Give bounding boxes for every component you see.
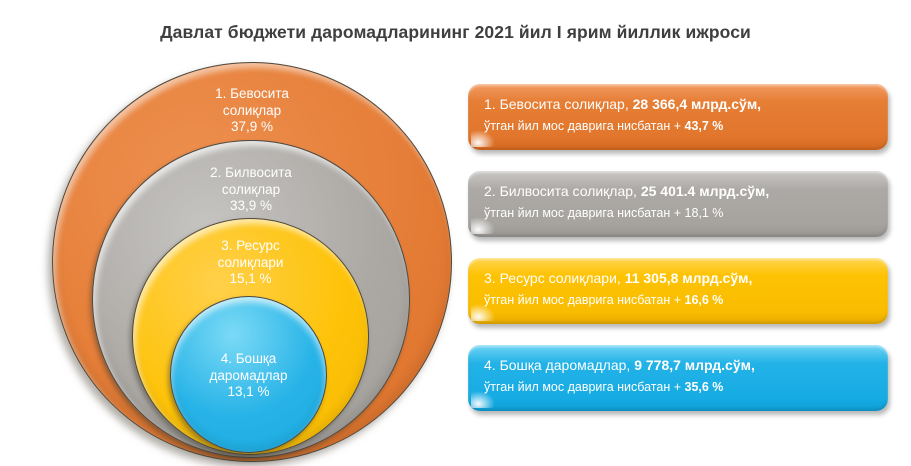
bubble-direct-taxes-label: 1. Бевосита солиқлар 37,9 %	[53, 86, 451, 136]
bubble-label-line2: даромадлар	[209, 367, 288, 383]
bubble-other-revenues-label: 4. Бошқа даромадлар 13,1 %	[171, 351, 326, 401]
legend-card-resource-taxes: 3. Ресурс солиқлари, 11 305,8 млрд.сўм, …	[468, 258, 888, 324]
bubble-label-line1: 4. Бошқа	[220, 351, 277, 366]
bubble-label-share: 37,9 %	[230, 119, 274, 134]
legend-label: 3. Ресурс солиқлари,	[484, 270, 625, 286]
legend-note-row: ўтган йил мос даврига нисбатан + 18,1 %	[484, 206, 872, 221]
legend-panel: 1. Бевосита солиқлар, 28 366,4 млрд.сўм,…	[468, 84, 888, 411]
legend-note: ўтган йил мос даврига нисбатан +	[484, 119, 685, 133]
legend-card-indirect-taxes: 2. Билвосита солиқлар, 25 401.4 млрд.сўм…	[468, 171, 888, 237]
legend-amount: 25 401.4 млрд.сўм,	[640, 183, 770, 199]
page-title: Давлат бюджети даромадларининг 2021 йил …	[160, 22, 751, 42]
bubble-label-share: 15,1 %	[229, 271, 272, 286]
bubble-label-line1: 3. Ресурс	[221, 238, 280, 253]
legend-note-row: ўтган йил мос даврига нисбатан + 16,6 %	[484, 293, 872, 308]
bubble-label-line2: солиқлар	[222, 102, 282, 118]
nested-circles-chart: 1. Бевосита солиқлар 37,9 % 2. Билвосита…	[52, 62, 452, 462]
legend-note-row: ўтган йил мос даврига нисбатан + 43,7 %	[484, 119, 872, 134]
legend-note: ўтган йил мос даврига нисбатан +	[484, 380, 685, 394]
legend-title-row: 3. Ресурс солиқлари, 11 305,8 млрд.сўм,	[484, 270, 872, 287]
bubble-label-share: 13,1 %	[227, 384, 270, 399]
bubble-resource-taxes-label: 3. Ресурс солиқлари 15,1 %	[133, 238, 368, 288]
legend-growth: 35,6 %	[684, 380, 724, 394]
bubble-indirect-taxes-label: 2. Билвосита солиқлар 33,9 %	[93, 165, 409, 215]
legend-title-row: 4. Бошқа даромадлар, 9 778,7 млрд.сўм,	[484, 357, 872, 374]
legend-card-other-revenues: 4. Бошқа даромадлар, 9 778,7 млрд.сўм, ў…	[468, 345, 888, 411]
legend-note: ўтган йил мос даврига нисбатан +	[484, 293, 685, 307]
bubble-label-line2: солиқлари	[217, 254, 284, 270]
legend-note-row: ўтган йил мос даврига нисбатан + 35,6 %	[484, 380, 872, 395]
bubble-label-line1: 1. Бевосита	[215, 86, 289, 101]
legend-amount: 9 778,7 млрд.сўм,	[634, 357, 755, 373]
legend-title-row: 2. Билвосита солиқлар, 25 401.4 млрд.сўм…	[484, 183, 872, 200]
bubble-other-revenues: 4. Бошқа даромадлар 13,1 %	[170, 296, 327, 453]
bubble-label-line2: солиқлар	[221, 181, 281, 197]
legend-growth: 16,6 %	[684, 293, 724, 307]
legend-growth: 43,7 %	[684, 119, 724, 133]
legend-label: 1. Бевосита солиқлар,	[484, 96, 633, 112]
bubble-label-share: 33,9 %	[229, 198, 273, 213]
legend-title-row: 1. Бевосита солиқлар, 28 366,4 млрд.сўм,	[484, 96, 872, 113]
legend-amount: 28 366,4 млрд.сўм,	[632, 96, 762, 112]
legend-card-direct-taxes: 1. Бевосита солиқлар, 28 366,4 млрд.сўм,…	[468, 84, 888, 150]
legend-note: ўтган йил мос даврига нисбатан + 18,1 %	[484, 206, 724, 220]
bubble-label-line1: 2. Билвосита	[210, 165, 292, 180]
legend-label: 2. Билвосита солиқлар,	[484, 183, 641, 199]
legend-amount: 11 305,8 млрд.сўм,	[624, 270, 753, 286]
legend-label: 4. Бошқа даромадлар,	[484, 357, 635, 373]
